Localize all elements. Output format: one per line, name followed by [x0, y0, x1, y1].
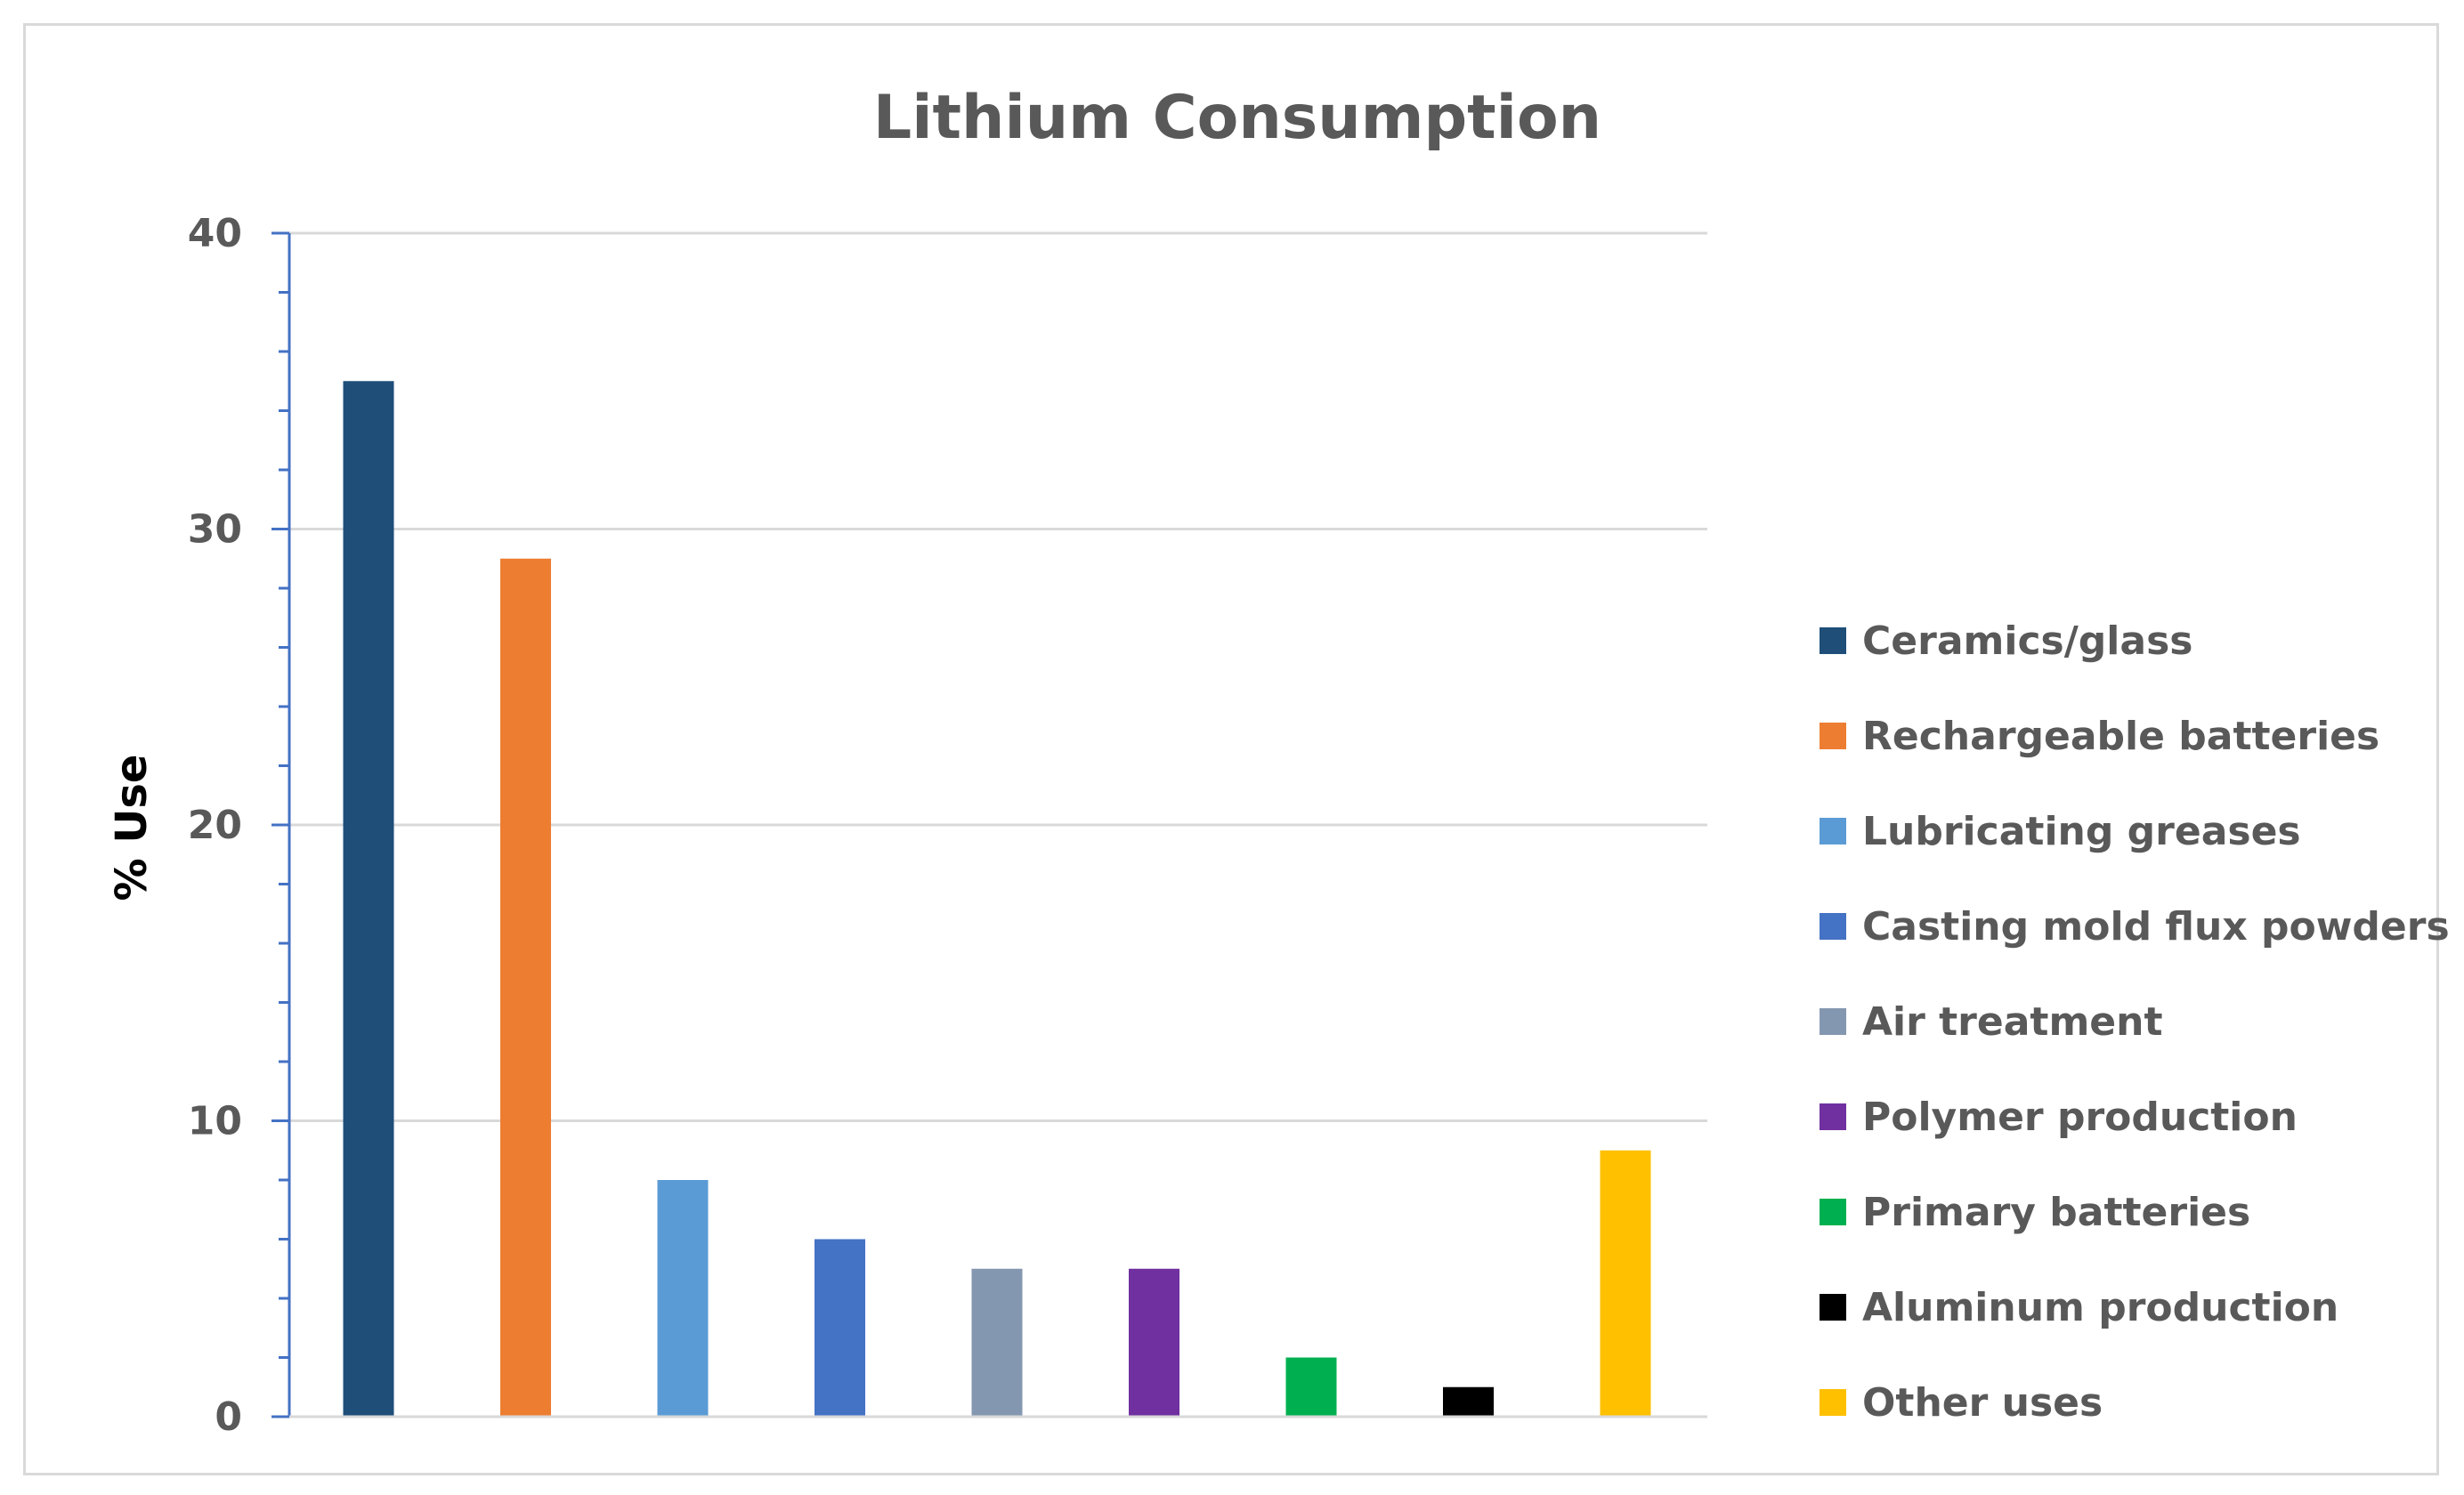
y-axis-label: % Use: [107, 755, 157, 901]
bar: [1285, 1357, 1337, 1417]
legend-swatch: [1820, 627, 1846, 654]
bar: [1600, 1150, 1651, 1417]
legend-swatch: [1820, 818, 1846, 844]
legend-label: Ceramics/glass: [1862, 618, 2192, 664]
y-axis-ticks: 0 10 20 30 40: [188, 211, 242, 1440]
y-tick-label: 0: [215, 1394, 242, 1440]
legend-label: Primary batteries: [1862, 1190, 2250, 1235]
y-tick-label: 30: [188, 507, 242, 553]
bar: [500, 558, 551, 1417]
legend-swatch: [1820, 1389, 1846, 1416]
chart-title: Lithium Consumption: [873, 83, 1601, 153]
legend-label: Aluminum production: [1862, 1285, 2338, 1330]
bar: [1443, 1386, 1494, 1417]
legend-label: Polymer production: [1862, 1095, 2298, 1140]
bar: [1129, 1268, 1179, 1417]
y-tick-label: 40: [188, 211, 242, 256]
legend-swatch: [1820, 723, 1846, 749]
legend-swatch: [1820, 913, 1846, 940]
y-tick-label: 10: [188, 1099, 242, 1144]
bar: [815, 1239, 865, 1417]
y-tick-label: 20: [188, 803, 242, 848]
chart-frame: [23, 23, 2439, 1475]
legend-label: Casting mold flux powders: [1862, 904, 2450, 950]
bars: [343, 381, 1651, 1417]
legend-label: Air treatment: [1862, 999, 2163, 1045]
legend-label: Other uses: [1862, 1380, 2103, 1426]
legend-swatch: [1820, 1199, 1846, 1225]
legend-label: Lubricating greases: [1862, 809, 2301, 854]
axes: [272, 231, 1707, 1418]
bar: [971, 1268, 1023, 1417]
legend-swatch: [1820, 1008, 1846, 1035]
bar: [657, 1180, 709, 1417]
legend: Ceramics/glass Rechargeable batteries Lubr…: [1820, 618, 2450, 1426]
bar: [343, 381, 394, 1417]
legend-swatch: [1820, 1294, 1846, 1321]
legend-label: Rechargeable batteries: [1862, 714, 2379, 759]
legend-swatch: [1820, 1103, 1846, 1130]
